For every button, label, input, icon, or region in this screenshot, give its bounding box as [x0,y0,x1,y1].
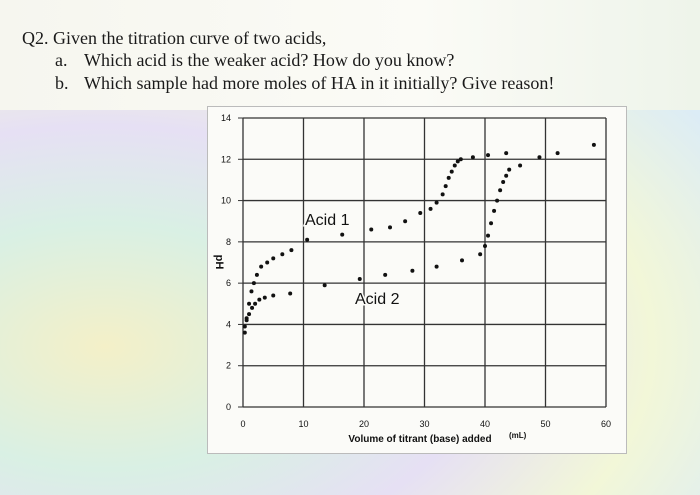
item-text: Which sample had more moles of HA in it … [84,73,555,93]
x-tick-label: 30 [419,419,429,429]
data-point [498,188,503,193]
data-point [388,225,393,230]
data-point [486,153,491,158]
x-axis-label: Volume of titrant (base) added [348,434,491,445]
data-point [452,163,457,168]
question-title: Q2. Given the titration curve of two aci… [22,28,327,48]
data-point [250,305,255,310]
y-axis-label: pH [213,255,225,270]
data-point [289,248,294,253]
item-text: Which acid is the weaker acid? How do yo… [84,50,455,70]
data-point [495,198,500,203]
data-point [504,151,509,156]
data-point [251,281,256,286]
x-tick-label: 20 [359,419,369,429]
data-point [555,151,560,156]
data-point [483,243,487,248]
data-point [449,169,454,174]
data-point [242,330,247,335]
x-axis-unit: (mL) [509,431,527,440]
data-point [288,291,293,296]
x-tick-label: 60 [601,419,611,429]
data-point [446,175,451,180]
data-point [443,184,448,189]
series-label: Acid 1 [305,212,350,229]
y-tick-label: 14 [221,113,231,123]
x-tick-label: 50 [540,419,550,429]
item-marker: b. [55,73,69,93]
data-point [247,301,252,306]
data-point [507,167,512,172]
data-point [265,260,270,265]
data-point [357,277,362,282]
y-tick-label: 2 [226,361,231,371]
y-tick-label: 0 [226,402,231,412]
data-point [383,272,388,277]
item-marker: a. [55,50,68,70]
data-point [410,268,415,273]
data-point [489,221,494,226]
data-point [271,293,276,298]
data-point [253,301,258,306]
data-point [257,297,262,302]
data-point [458,157,463,162]
data-point [537,155,542,160]
data-point [486,233,491,238]
data-point [434,264,439,269]
data-point [262,295,267,300]
y-tick-label: 4 [226,319,231,329]
data-point [440,192,445,197]
data-point [242,324,247,329]
data-point [591,142,596,147]
data-point [280,252,285,257]
data-point [418,210,423,215]
data-point [403,219,408,224]
data-point [247,312,252,317]
data-point [254,272,259,277]
y-tick-label: 10 [221,196,231,206]
data-point [518,163,523,168]
data-point [305,237,310,242]
data-point [369,227,374,232]
data-point [501,179,506,184]
data-point [340,232,345,237]
data-point [271,256,276,261]
data-point [259,264,264,269]
x-tick-label: 40 [480,419,490,429]
chart-paper [207,106,627,454]
data-point [478,252,483,257]
data-point [455,159,460,164]
data-point [470,155,475,160]
data-point [434,200,439,205]
data-point [322,283,327,288]
question-area: Q2. Given the titration curve of two aci… [0,0,700,110]
y-tick-label: 12 [221,154,231,164]
data-point [492,208,497,213]
y-tick-label: 8 [226,237,231,247]
series-label: Acid 2 [355,291,400,308]
x-tick-label: 10 [298,419,308,429]
y-tick-label: 6 [226,278,231,288]
data-point [249,289,254,294]
data-point [244,318,249,323]
data-point [460,258,465,263]
data-point [504,173,509,178]
data-point [428,206,433,211]
x-tick-label: 0 [240,419,245,429]
